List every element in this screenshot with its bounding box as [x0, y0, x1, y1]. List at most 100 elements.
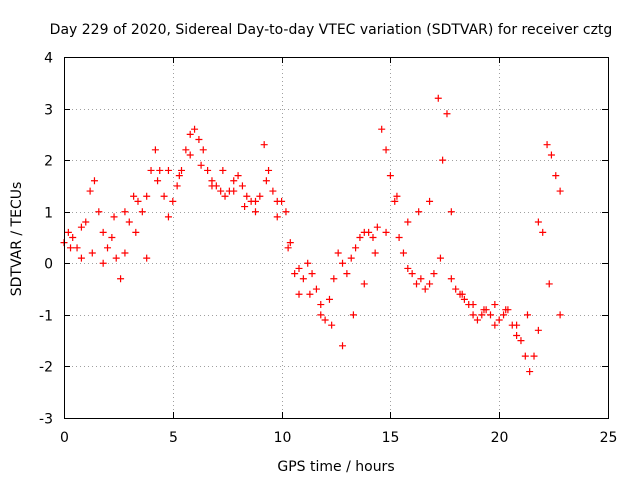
- data-point: [221, 192, 229, 200]
- data-point: [545, 280, 553, 288]
- data-point: [197, 161, 205, 169]
- data-point: [517, 337, 525, 345]
- data-point: [178, 166, 186, 174]
- data-point: [234, 172, 242, 180]
- data-point: [134, 197, 142, 205]
- data-point: [347, 254, 355, 262]
- data-point: [175, 172, 183, 180]
- data-point: [447, 275, 455, 283]
- data-point: [191, 125, 199, 133]
- data-point: [369, 234, 377, 241]
- data-point: [160, 192, 168, 200]
- data-point: [513, 331, 521, 339]
- data-point: [371, 249, 379, 257]
- data-point: [86, 187, 94, 195]
- data-point: [478, 311, 486, 319]
- x-tick-label: 10: [274, 430, 292, 446]
- y-tick-label: -2: [39, 360, 53, 376]
- data-point: [195, 136, 203, 144]
- data-point: [404, 218, 412, 226]
- data-point: [491, 301, 499, 309]
- data-point: [417, 275, 425, 283]
- y-axis-label: SDTVAR / TECUs: [9, 182, 25, 297]
- data-point: [291, 270, 299, 278]
- data-point: [265, 166, 273, 174]
- data-point: [539, 228, 547, 236]
- data-point: [219, 166, 227, 174]
- data-point: [99, 228, 107, 236]
- data-point: [208, 182, 216, 190]
- y-tick-label: -3: [39, 412, 53, 428]
- data-point: [204, 166, 212, 174]
- data-point: [117, 275, 125, 283]
- data-point: [273, 213, 281, 221]
- data-point: [325, 295, 333, 303]
- x-axis-label: GPS time / hours: [277, 459, 394, 475]
- data-point: [426, 197, 434, 205]
- data-point: [186, 130, 194, 138]
- data-point: [526, 368, 534, 376]
- data-point: [523, 311, 531, 319]
- data-point: [349, 311, 357, 319]
- data-point: [543, 141, 551, 149]
- data-point: [486, 311, 494, 319]
- data-point: [339, 259, 347, 267]
- data-point: [408, 270, 416, 278]
- data-point: [238, 182, 246, 190]
- data-point: [99, 259, 107, 267]
- data-point: [556, 311, 564, 319]
- data-point: [530, 352, 538, 360]
- data-point: [182, 146, 190, 154]
- data-point: [321, 316, 329, 324]
- x-tick-label: 5: [169, 430, 178, 446]
- data-point: [399, 249, 407, 257]
- data-point: [88, 249, 96, 257]
- data-point: [169, 197, 177, 205]
- data-point: [112, 254, 120, 262]
- data-point: [278, 197, 286, 205]
- data-point: [251, 208, 259, 216]
- data-point: [260, 141, 268, 149]
- data-point: [286, 239, 294, 247]
- data-point: [312, 285, 320, 293]
- data-point: [154, 177, 162, 185]
- y-tick-label: 2: [44, 154, 53, 170]
- data-point: [360, 280, 368, 288]
- data-point: [138, 208, 146, 216]
- data-point: [343, 270, 351, 278]
- data-point: [304, 259, 312, 267]
- data-point: [373, 223, 381, 231]
- data-point: [110, 213, 118, 221]
- data-point: [132, 228, 140, 236]
- x-tick-label: 25: [600, 430, 618, 446]
- data-point: [82, 218, 90, 226]
- data-point: [426, 280, 434, 288]
- data-point: [547, 151, 555, 159]
- data-point: [306, 290, 314, 298]
- data-point: [443, 110, 451, 118]
- data-point: [308, 270, 316, 278]
- data-point: [521, 352, 529, 360]
- data-point: [502, 306, 510, 314]
- data-point: [393, 192, 401, 200]
- data-point: [513, 321, 521, 329]
- data-point: [552, 172, 560, 180]
- data-point: [295, 264, 303, 272]
- data-point: [480, 306, 488, 314]
- data-point: [147, 166, 155, 174]
- data-point: [95, 208, 103, 216]
- data-point: [458, 290, 466, 298]
- data-point: [556, 187, 564, 195]
- data-point: [330, 275, 338, 283]
- data-point: [339, 342, 347, 350]
- data-point: [334, 249, 342, 257]
- data-point: [365, 228, 373, 236]
- data-point: [69, 234, 77, 241]
- x-tick-label: 0: [60, 430, 69, 446]
- data-point: [230, 187, 238, 195]
- data-point: [251, 197, 259, 205]
- data-point: [67, 244, 75, 252]
- data-point: [125, 218, 133, 226]
- data-point: [382, 228, 390, 236]
